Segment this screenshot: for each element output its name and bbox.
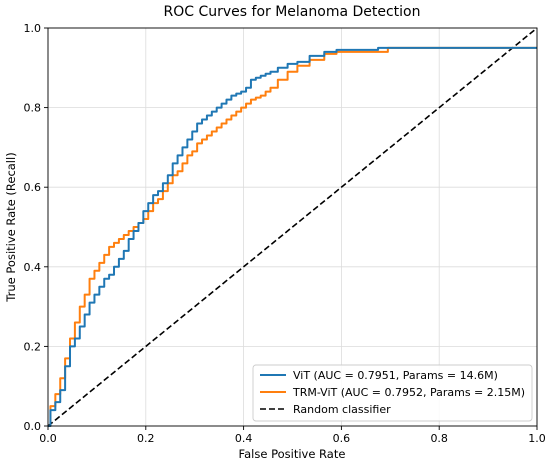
y-tick-label: 0.2	[24, 340, 42, 353]
chart-title: ROC Curves for Melanoma Detection	[164, 4, 421, 20]
legend-label: Random classifier	[293, 403, 391, 416]
x-tick-label: 0.0	[39, 432, 57, 445]
legend-frame	[252, 364, 533, 422]
y-axis-label: True Positive Rate (Recall)	[4, 152, 18, 302]
random-classifier-line	[47, 27, 538, 427]
y-tick-label: 0.6	[24, 181, 42, 194]
y-axis-ticks: 0.0 0.2 0.4 0.6 0.8 1.0	[24, 22, 48, 433]
x-axis-ticks: 0.0 0.2 0.4 0.6 0.8 1.0	[39, 426, 546, 445]
plot-area-lines	[47, 27, 538, 427]
trm-vit-roc-line	[48, 46, 537, 427]
x-tick-label: 0.8	[430, 432, 448, 445]
y-tick-label: 0.4	[24, 261, 42, 274]
x-axis-label: False Positive Rate	[239, 447, 346, 461]
x-tick-label: 0.6	[333, 432, 351, 445]
y-tick-label: 1.0	[24, 22, 42, 35]
vit-roc-line	[48, 46, 537, 427]
x-tick-label: 0.2	[137, 432, 155, 445]
x-tick-label: 0.4	[235, 432, 253, 445]
x-tick-label: 1.0	[528, 432, 546, 445]
plot-frame	[47, 27, 538, 427]
legend-label: TRM-ViT (AUC = 0.7952, Params = 2.15M)	[292, 386, 525, 399]
legend: ViT (AUC = 0.7951, Params = 14.6M) TRM-Vi…	[252, 364, 533, 422]
y-tick-label: 0.8	[24, 102, 42, 115]
y-tick-label: 0.0	[24, 420, 42, 433]
legend-label: ViT (AUC = 0.7951, Params = 14.6M)	[293, 369, 498, 382]
